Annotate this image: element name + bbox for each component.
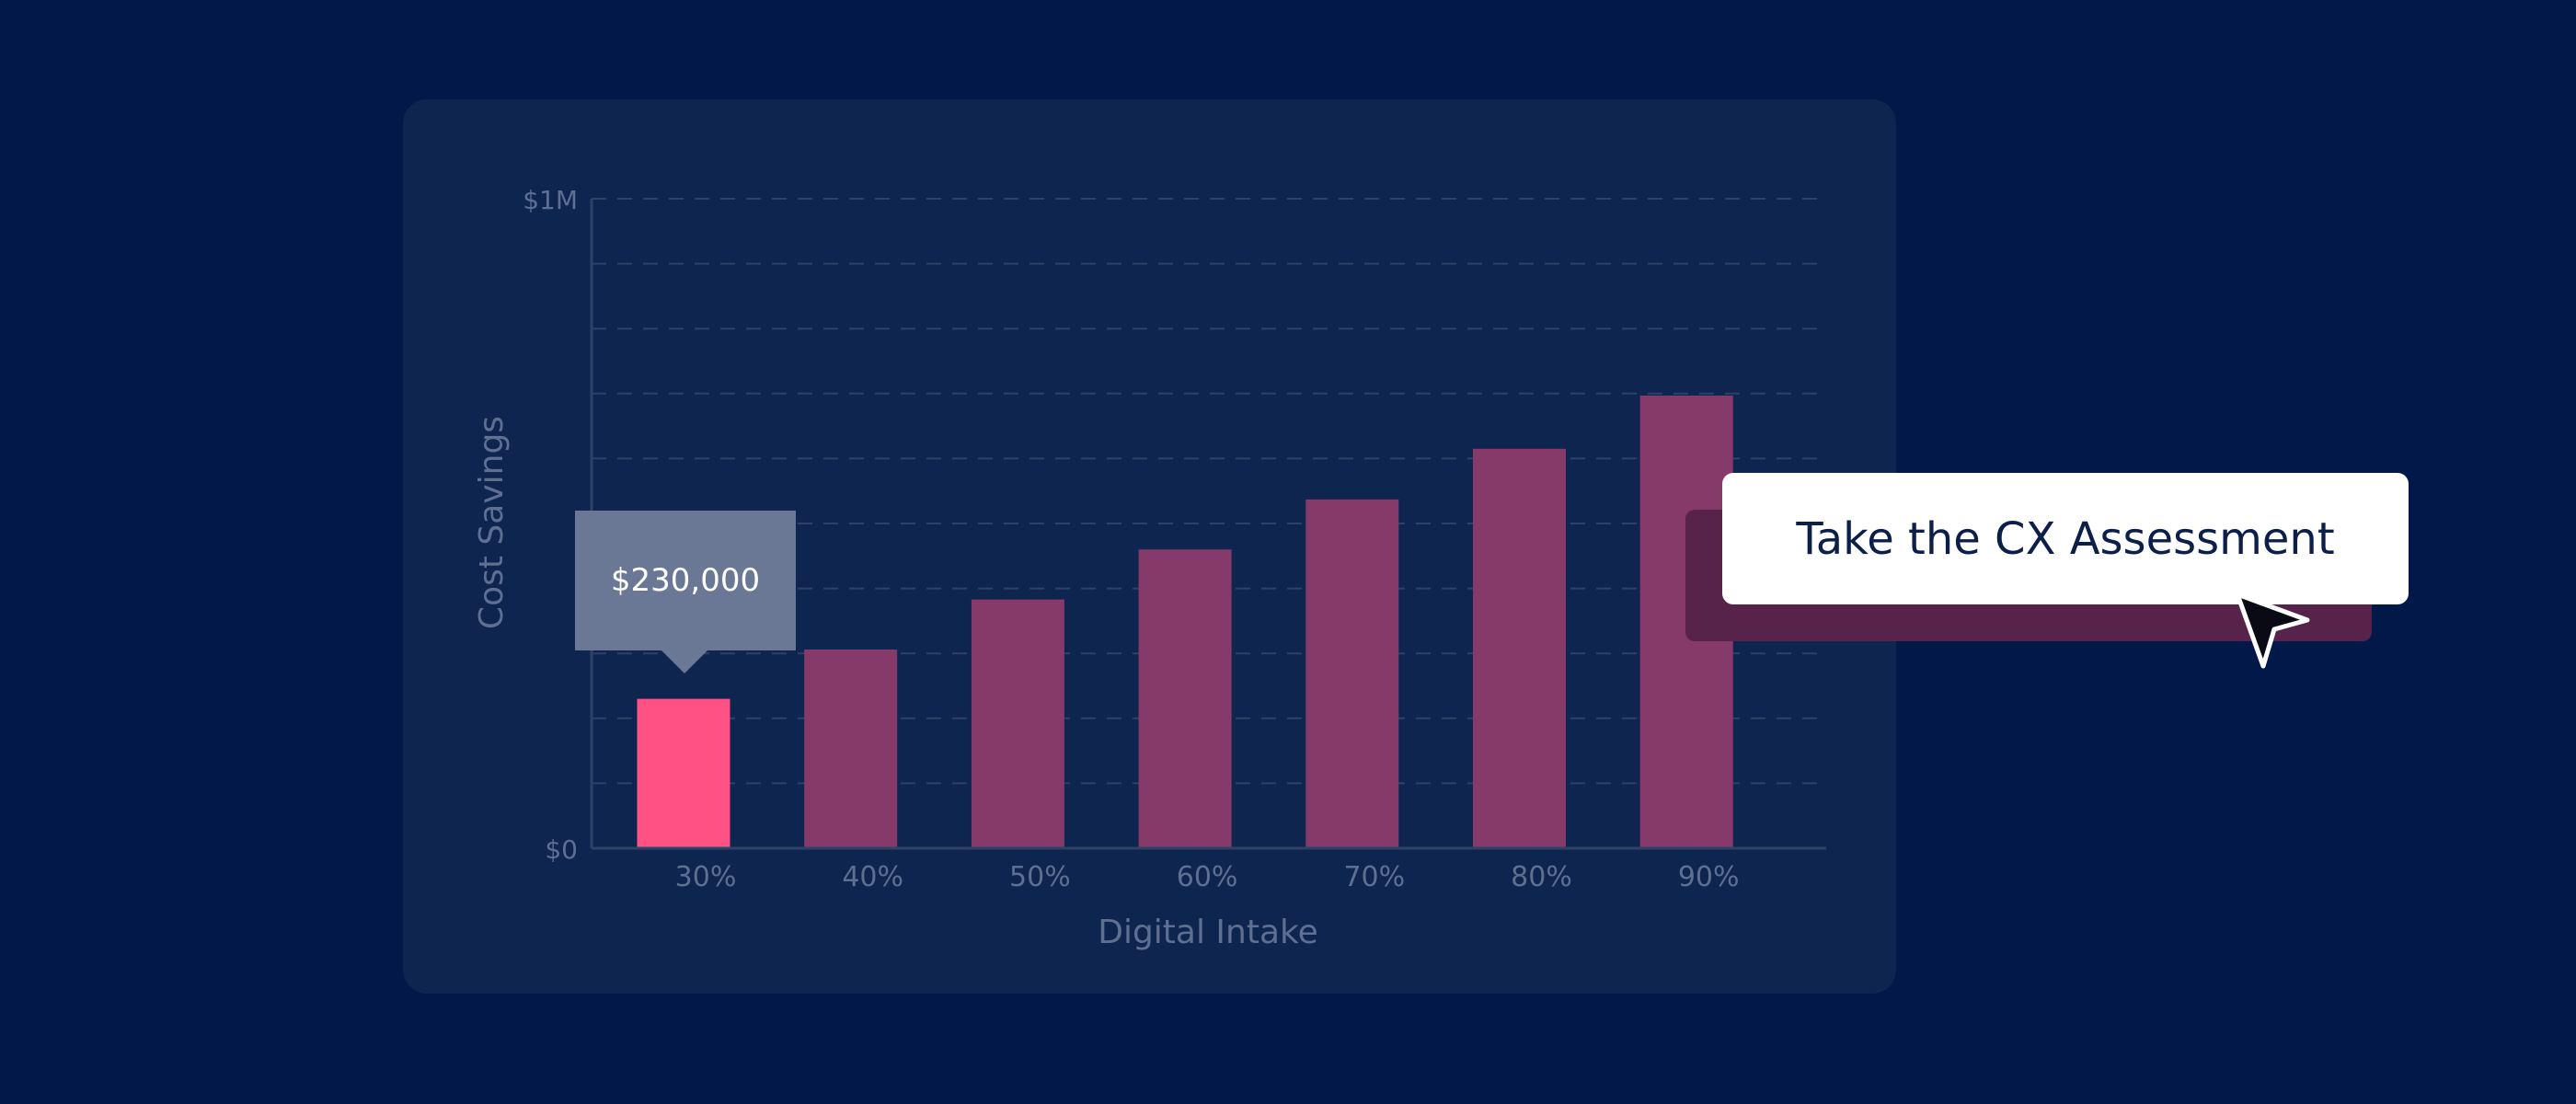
y-axis-title: Cost Savings: [473, 416, 511, 629]
bar-40pct[interactable]: [804, 649, 898, 848]
x-tick-labels: 30% 40% 50% 60% 70% 80% 90%: [675, 861, 1740, 893]
tooltip-value: $230,000: [610, 562, 761, 599]
x-tick-label: 80%: [1511, 861, 1572, 893]
y-tick-label: $1M: [523, 185, 578, 215]
bar-30pct[interactable]: [637, 698, 730, 848]
x-tick-label: 50%: [1009, 861, 1071, 893]
x-tick-label: 30%: [675, 861, 737, 893]
arrow-cursor-icon: [2235, 592, 2310, 669]
x-tick-label: 40%: [842, 861, 903, 893]
bar-80pct[interactable]: [1473, 448, 1566, 848]
x-tick-label: 60%: [1177, 861, 1238, 893]
bars: [637, 395, 1733, 848]
cta-button-label: Take the CX Assessment: [1796, 512, 2335, 565]
y-tick-label: $0: [545, 834, 578, 865]
value-tooltip: $230,000: [575, 511, 796, 650]
bar-60pct[interactable]: [1138, 549, 1232, 848]
bar-70pct[interactable]: [1305, 499, 1399, 848]
bar-50pct[interactable]: [971, 599, 1064, 848]
take-assessment-button[interactable]: Take the CX Assessment: [1722, 473, 2409, 604]
y-tick-labels: $0 $1M: [523, 185, 578, 865]
x-axis-title: Digital Intake: [1098, 914, 1318, 951]
tooltip-pointer: [661, 650, 708, 673]
x-tick-label: 90%: [1678, 861, 1740, 893]
x-tick-label: 70%: [1343, 861, 1405, 893]
